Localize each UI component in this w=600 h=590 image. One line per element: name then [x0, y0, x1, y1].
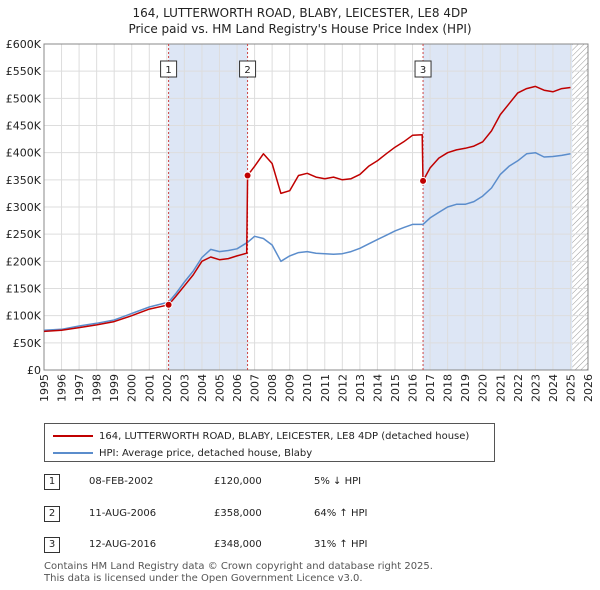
- transaction-label: 3: [420, 65, 426, 76]
- transaction-date: 12-AUG-2016: [89, 539, 157, 550]
- x-tick-label: 2014: [371, 374, 384, 402]
- x-tick-label: 2003: [178, 374, 191, 402]
- x-tick-label: 2004: [196, 374, 209, 402]
- legend-label-hpi: HPI: Average price, detached house, Blab…: [99, 447, 313, 459]
- legend-swatch-property: [53, 435, 93, 437]
- transaction-number: 2: [44, 506, 60, 522]
- x-tick-label: 2015: [389, 374, 402, 402]
- table-row: 1 08-FEB-2002 £120,000 5% ↓ HPI: [44, 474, 564, 490]
- transaction-price: £358,000: [214, 508, 262, 519]
- price-chart: £0 £50K £100K £150K £200K £250K £300K £350K £400…: [6, 38, 595, 402]
- transaction-number: 3: [44, 537, 60, 553]
- x-tick-label: 2013: [354, 374, 367, 402]
- x-tick-label: 2001: [143, 374, 156, 402]
- x-tick-label: 2017: [424, 374, 437, 402]
- x-tick-label: 2016: [407, 374, 420, 402]
- x-tick-label: 1995: [38, 374, 51, 402]
- y-tick-label: £0: [27, 364, 41, 377]
- y-tick-label: £100K: [6, 310, 42, 323]
- x-tick-label: 2021: [494, 374, 507, 402]
- table-row: 3 12-AUG-2016 £348,000 31% ↑ HPI: [44, 537, 564, 553]
- plot-border: [43, 43, 589, 371]
- x-tick-label: 2009: [284, 374, 297, 402]
- transaction-label: 1: [165, 65, 171, 76]
- x-tick-label: 2024: [547, 374, 560, 402]
- chart-title: 164, LUTTERWORTH ROAD, BLABY, LEICESTER,…: [132, 6, 468, 20]
- x-tick-label: 2025: [564, 374, 577, 402]
- y-tick-label: £550K: [6, 65, 42, 78]
- x-tick-label: 2008: [266, 374, 279, 402]
- transaction-hpi-diff: 5% ↓ HPI: [314, 476, 362, 487]
- y-tick-label: £300K: [6, 201, 42, 214]
- x-tick-label: 2020: [477, 374, 490, 402]
- y-tick-label: £350K: [6, 174, 42, 187]
- x-tick-label: 1998: [91, 374, 104, 402]
- y-tick-label: £200K: [6, 255, 42, 268]
- y-tick-label: £400K: [6, 147, 42, 160]
- property-price-line: [43, 85, 571, 333]
- y-tick-label: £600K: [6, 38, 42, 51]
- x-tick-label: 2023: [529, 374, 542, 402]
- legend: 164, LUTTERWORTH ROAD, BLABY, LEICESTER,…: [44, 423, 495, 462]
- x-tick-label: 2018: [442, 374, 455, 402]
- x-tick-label: 1996: [56, 374, 69, 402]
- transaction-hpi-diff: 64% ↑ HPI: [314, 508, 368, 519]
- footer-licence: This data is licensed under the Open Gov…: [44, 573, 363, 584]
- legend-swatch-hpi: [53, 452, 93, 454]
- x-tick-label: 2006: [231, 374, 244, 402]
- transaction-price: £348,000: [214, 539, 262, 550]
- transaction-price: £120,000: [214, 476, 262, 487]
- transaction-label: 2: [244, 65, 250, 76]
- footer-copyright: Contains HM Land Registry data © Crown c…: [44, 561, 433, 572]
- transaction-label-box: [239, 60, 257, 78]
- x-tick-label: 2010: [301, 374, 314, 402]
- legend-label-property: 164, LUTTERWORTH ROAD, BLABY, LEICESTER,…: [99, 430, 470, 442]
- x-tick-label: 1997: [73, 374, 86, 402]
- legend-item-property: 164, LUTTERWORTH ROAD, BLABY, LEICESTER,…: [53, 428, 469, 444]
- legend-item-hpi: HPI: Average price, detached house, Blab…: [53, 445, 312, 461]
- x-tick-label: 2022: [512, 374, 525, 402]
- x-tick-label: 2026: [582, 374, 595, 402]
- y-tick-label: £250K: [6, 228, 42, 241]
- transaction-date: 11-AUG-2006: [89, 508, 157, 519]
- y-tick-label: £500K: [6, 92, 42, 105]
- transaction-hpi-diff: 31% ↑ HPI: [314, 539, 368, 550]
- x-tick-label: 2000: [126, 374, 139, 402]
- y-tick-label: £50K: [13, 337, 42, 350]
- y-tick-label: £450K: [6, 120, 42, 133]
- x-tick-label: 2002: [161, 374, 174, 402]
- hpi-line: [43, 151, 571, 332]
- transaction-date: 08-FEB-2002: [89, 476, 154, 487]
- transaction-label-box: [414, 60, 432, 78]
- x-tick-label: 2012: [336, 374, 349, 402]
- x-tick-label: 2019: [459, 374, 472, 402]
- x-tick-label: 2005: [213, 374, 226, 402]
- y-tick-label: £150K: [6, 283, 42, 296]
- transaction-point: [243, 171, 252, 180]
- table-row: 2 11-AUG-2006 £358,000 64% ↑ HPI: [44, 506, 564, 522]
- transaction-number: 1: [44, 474, 60, 490]
- x-tick-label: 1999: [108, 374, 121, 402]
- transaction-point: [419, 176, 428, 185]
- transaction-point: [164, 300, 173, 309]
- chart-subtitle: Price paid vs. HM Land Registry's House …: [128, 22, 472, 36]
- transaction-label-box: [160, 60, 178, 78]
- x-tick-label: 2007: [249, 374, 262, 402]
- x-tick-label: 2011: [319, 374, 332, 402]
